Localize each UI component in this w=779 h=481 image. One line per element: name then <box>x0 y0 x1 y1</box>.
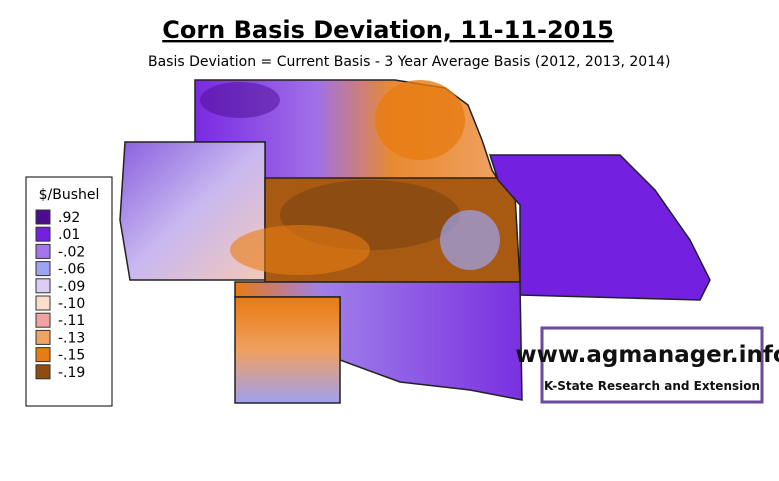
legend-label: -.10 <box>58 296 85 312</box>
legend-swatch <box>35 209 51 225</box>
shade <box>440 210 500 270</box>
region-co <box>119 141 266 281</box>
legend-swatch <box>35 243 51 259</box>
legend-swatch <box>35 364 51 380</box>
region-mo <box>488 154 711 301</box>
logo-org: K-State Research and Extension <box>544 379 760 393</box>
legend-label: -.02 <box>58 244 85 260</box>
legend-label: .92 <box>58 210 80 226</box>
legend-label: .01 <box>58 227 80 243</box>
legend-label: -.06 <box>58 262 85 278</box>
legend-items: .92.01-.02 -.06-.09-.10-.11-.13 -.15-.19 <box>35 209 85 381</box>
shade <box>200 82 280 118</box>
legend-swatch <box>35 278 51 294</box>
legend-label: -.19 <box>58 365 85 381</box>
map-shading <box>200 80 500 275</box>
logo-url: www.agmanager.info <box>515 342 779 368</box>
legend-swatch <box>35 347 51 363</box>
legend-label: -.13 <box>58 330 85 346</box>
legend-swatch <box>35 295 51 311</box>
subtitle: Basis Deviation = Current Basis - 3 Year… <box>148 54 670 70</box>
legend-swatch <box>35 312 51 328</box>
title: Corn Basis Deviation, 11-11-2015 <box>162 16 614 44</box>
legend-label: -.11 <box>58 313 85 329</box>
legend-label: -.15 <box>58 348 85 364</box>
legend-title: $/Bushel <box>39 187 100 203</box>
region-tx <box>234 296 341 404</box>
logo-box <box>540 326 764 404</box>
legend-swatch <box>35 261 51 277</box>
legend-swatch <box>35 226 51 242</box>
shade <box>230 225 370 275</box>
shade <box>375 80 465 160</box>
legend-swatch <box>35 329 51 345</box>
legend-label: -.09 <box>58 279 85 295</box>
